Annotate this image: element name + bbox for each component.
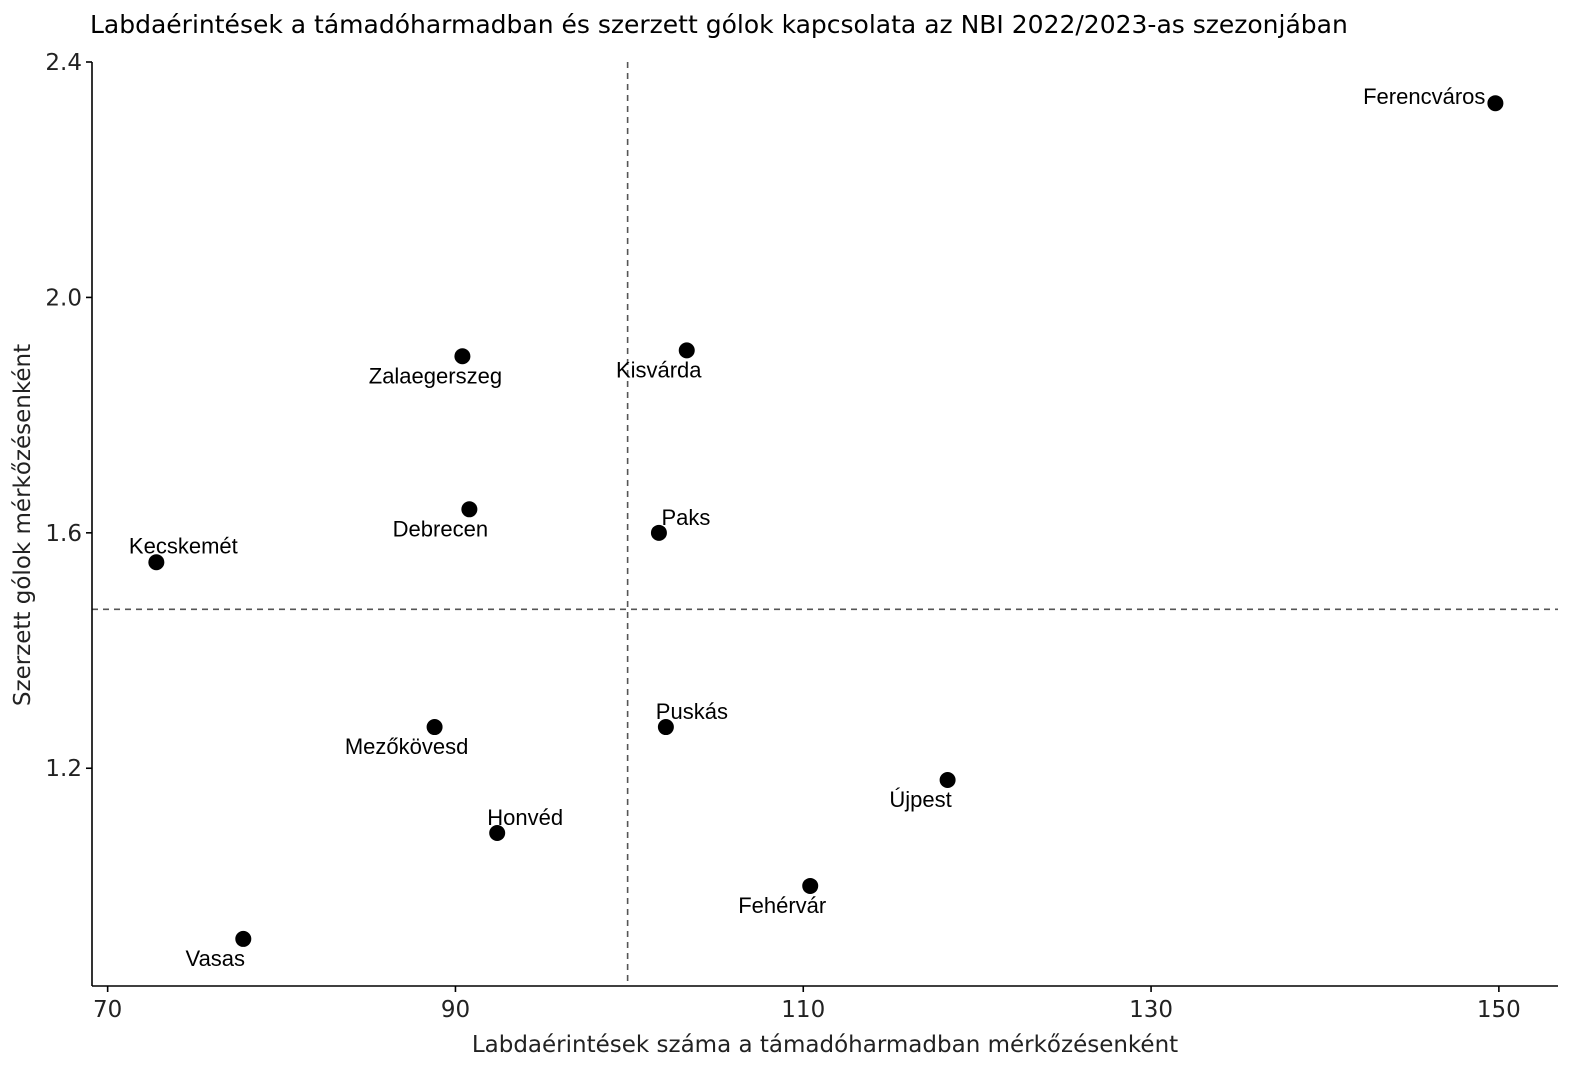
y-tick-label: 1.6 [45,521,82,547]
point-label-mezokovesd: Mezőkövesd [345,734,469,759]
data-point-paks [650,524,667,541]
point-label-puskas: Puskás [656,699,728,724]
y-tick-label: 1.2 [45,756,82,782]
data-point-ferencvaros [1487,95,1504,112]
y-tick-label: 2.4 [45,50,82,76]
point-label-fehervar: Fehérvár [738,893,826,918]
data-point-ujpest [939,772,956,789]
x-tick-label: 90 [441,997,470,1023]
y-tick-label: 2.0 [45,285,82,311]
chart-title: Labdaérintések a támadóharmadban és szer… [90,10,1348,39]
y-axis-title: Szerzett gólok mérkőzésenként [10,344,36,706]
point-label-kecskemet: Kecskemét [129,533,238,558]
data-point-fehervar [802,877,819,894]
point-label-ferencvaros: Ferencváros [1363,84,1485,109]
data-point-mezokovesd [426,719,443,736]
data-point-zalaegerszeg [454,348,471,365]
data-point-debrecen [461,501,478,518]
data-points [148,95,1504,947]
point-label-paks: Paks [661,505,710,530]
point-label-vasas: Vasas [186,946,246,971]
x-tick-label: 130 [1129,997,1173,1023]
data-point-vasas [235,930,252,947]
point-label-ujpest: Újpest [889,787,951,812]
x-tick-label: 110 [781,997,825,1023]
x-axis-title: Labdaérintések száma a támadóharmadban m… [472,1032,1178,1058]
data-point-puskas [657,719,674,736]
x-tick-label: 70 [93,997,122,1023]
point-label-debrecen: Debrecen [393,516,488,541]
point-label-kisvarda: Kisvárda [616,357,702,382]
x-tick-label: 150 [1477,997,1521,1023]
data-point-kisvarda [678,342,695,359]
point-label-honved: Honvéd [487,805,563,830]
reference-lines [92,62,1558,986]
data-point-kecskemet [148,554,165,571]
data-point-honved [489,824,506,841]
y-axis-ticks: 1.2 1.6 2.0 2.4 [45,50,92,782]
point-labels: Ferencváros Kisvárda Zalaegerszeg Debrecen P… [129,84,1485,971]
x-axis-ticks: 70 90 110 130 150 [93,986,1521,1023]
point-label-zalaegerszeg: Zalaegerszeg [369,363,502,388]
